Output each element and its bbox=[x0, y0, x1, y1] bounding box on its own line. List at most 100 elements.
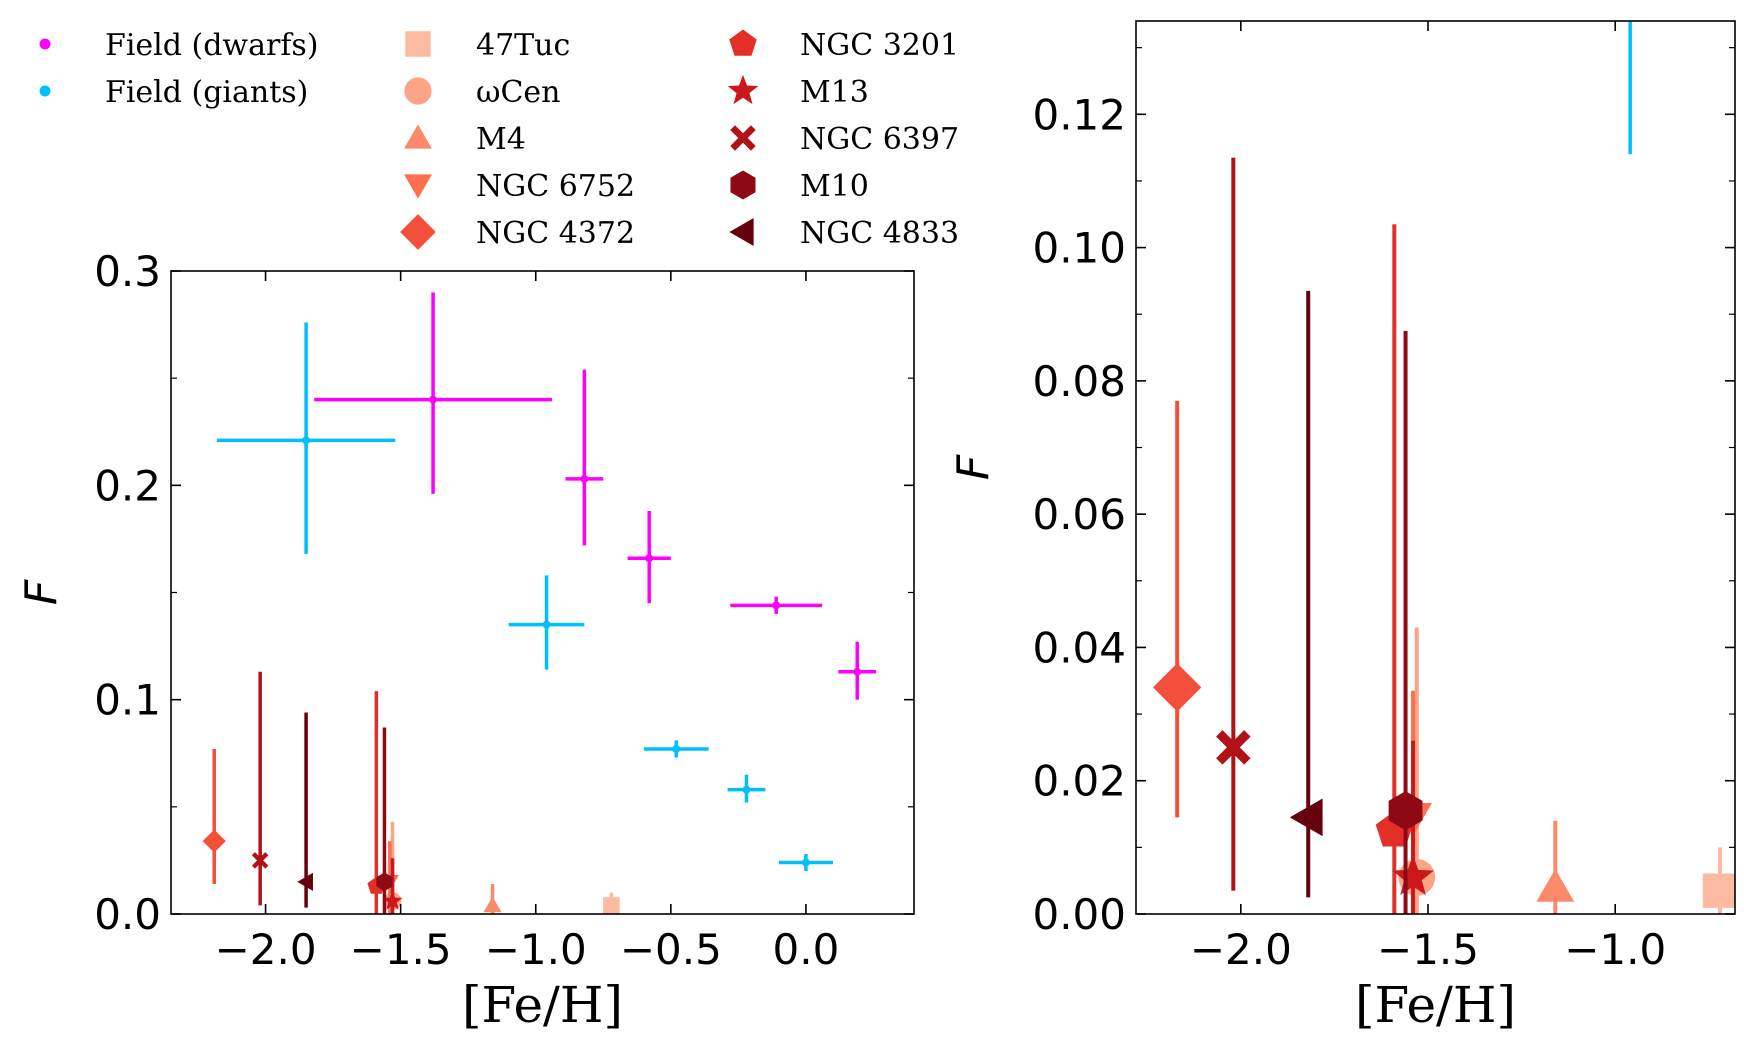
x-tick-label: −0.5 bbox=[620, 925, 722, 974]
field-giant-marker bbox=[302, 436, 311, 445]
y-tick-label: 0.06 bbox=[1032, 490, 1126, 539]
legend-marker-m4 bbox=[404, 124, 432, 149]
legend-item-47tuc: 47Tuc bbox=[405, 28, 570, 63]
cluster-47tuc bbox=[603, 892, 620, 914]
y-tick-label: 0.02 bbox=[1032, 757, 1126, 806]
right-y-axis-label: F bbox=[948, 454, 999, 480]
cluster-ngc-6397 bbox=[251, 671, 269, 906]
legend-item-field-dwarfs: Field (dwarfs) bbox=[39, 28, 319, 63]
field-giant-marker bbox=[1626, 10, 1634, 18]
legend-item-omega-cen: ωCen bbox=[404, 75, 561, 110]
legend-label: Field (dwarfs) bbox=[105, 28, 319, 63]
field-dwarf-point-4 bbox=[730, 596, 823, 614]
cluster-m10-marker bbox=[1388, 791, 1423, 831]
cluster-ngc-4833-marker bbox=[1289, 798, 1323, 837]
x-tick-label: −1.0 bbox=[1564, 925, 1666, 974]
field-giant-point-2 bbox=[508, 575, 585, 670]
field-giant-point-1 bbox=[1626, 10, 1634, 155]
field-dwarf-point-5 bbox=[838, 641, 877, 700]
cluster-ngc-6397-marker bbox=[251, 852, 269, 869]
legend-label: M10 bbox=[800, 169, 869, 204]
legend-marker-m10 bbox=[730, 170, 756, 200]
legend-item-m10: M10 bbox=[730, 169, 869, 204]
cluster-ngc-4372-marker bbox=[202, 829, 226, 853]
cluster-m10 bbox=[376, 727, 393, 914]
x-tick-label: −1.5 bbox=[350, 925, 452, 974]
field-giant-point-5 bbox=[778, 853, 833, 872]
x-tick-label: −1.5 bbox=[1377, 925, 1479, 974]
legend-marker-ngc-3201 bbox=[729, 29, 757, 56]
y-tick-label: 0.10 bbox=[1032, 224, 1126, 273]
cluster-ngc-4833 bbox=[297, 712, 313, 908]
field-giant-point-4 bbox=[727, 774, 766, 803]
right-plot-frame bbox=[1135, 20, 1736, 915]
legend-marker-47tuc bbox=[405, 31, 431, 57]
left-panel: −2.0 −1.5 −1.0 −0.5 0.0 0.0 0.1 0.2 0.3 [Fe/H] F bbox=[16, 247, 915, 1034]
field-giant-point-1 bbox=[216, 322, 396, 554]
y-tick-label: 0.08 bbox=[1032, 357, 1126, 406]
field-dwarf-marker bbox=[580, 474, 589, 483]
cluster-m13 bbox=[382, 858, 403, 914]
cluster-m10-marker bbox=[376, 872, 393, 892]
legend-item-ngc-6397: NGC 6397 bbox=[730, 122, 959, 157]
legend-marker-ngc-4372 bbox=[400, 214, 436, 250]
legend-item-m4: M4 bbox=[404, 122, 526, 157]
field-dwarf-point-3 bbox=[627, 511, 671, 604]
legend-label: NGC 6397 bbox=[800, 122, 959, 157]
legend-item-m13: M13 bbox=[727, 74, 869, 110]
y-tick-label: 0.00 bbox=[1032, 890, 1126, 939]
field-giant-marker bbox=[742, 785, 751, 794]
legend-marker-ngc-4833 bbox=[729, 218, 754, 246]
right-panel: −2.0 −1.5 −1.0 0.00 0.02 0.04 0.06 0.08 0.10 0.12… bbox=[948, 10, 1736, 1034]
legend-label: ωCen bbox=[476, 75, 561, 110]
legend-label: M13 bbox=[800, 75, 869, 110]
x-tick-label: 0.0 bbox=[773, 925, 840, 974]
field-dwarf-marker bbox=[853, 667, 862, 676]
legend-item-ngc-3201: NGC 3201 bbox=[729, 28, 959, 63]
field-giant-marker bbox=[672, 744, 681, 753]
y-tick-label: 0.04 bbox=[1032, 623, 1126, 672]
legend-marker-ngc-6397 bbox=[730, 125, 756, 151]
legend-item-ngc-4833: NGC 4833 bbox=[729, 216, 959, 251]
legend-label: NGC 3201 bbox=[800, 28, 959, 63]
legend-marker-field-giants bbox=[39, 85, 51, 97]
field-dwarf-marker bbox=[772, 601, 781, 610]
cluster-ngc-6397 bbox=[1216, 157, 1251, 891]
cluster-m13-marker bbox=[382, 890, 403, 910]
legend-marker-field-dwarfs bbox=[39, 38, 51, 50]
cluster-ngc-4372 bbox=[1153, 400, 1202, 818]
legend-item-ngc-4372: NGC 4372 bbox=[400, 214, 635, 251]
left-plot-frame bbox=[170, 270, 915, 915]
right-x-axis-label: [Fe/H] bbox=[1355, 976, 1516, 1034]
legend-label: NGC 6752 bbox=[476, 169, 635, 204]
legend-marker-omega-cen bbox=[404, 77, 432, 105]
x-tick-label: −2.0 bbox=[215, 925, 317, 974]
cluster-47tuc-marker bbox=[1702, 873, 1735, 908]
cluster-m13-marker bbox=[1392, 855, 1434, 896]
legend-item-ngc-6752: NGC 6752 bbox=[404, 169, 635, 204]
y-tick-label: 0.0 bbox=[94, 890, 161, 939]
field-giant-marker bbox=[801, 858, 810, 867]
cluster-m13 bbox=[1392, 740, 1434, 914]
field-dwarf-point-2 bbox=[565, 369, 604, 546]
left-x-axis-label: [Fe/H] bbox=[462, 976, 623, 1034]
legend-label: NGC 4833 bbox=[800, 216, 959, 251]
field-dwarf-point-1 bbox=[314, 292, 552, 494]
field-dwarf-marker bbox=[645, 554, 654, 563]
legend-item-field-giants: Field (giants) bbox=[39, 75, 308, 110]
cluster-m4 bbox=[483, 883, 502, 914]
cluster-ngc-4833-marker bbox=[297, 872, 313, 891]
y-tick-label: 0.1 bbox=[94, 676, 161, 725]
y-tick-label: 0.12 bbox=[1032, 90, 1126, 139]
legend-marker-m13 bbox=[727, 74, 759, 105]
field-dwarf-marker bbox=[429, 395, 438, 404]
y-tick-label: 0.3 bbox=[94, 247, 161, 296]
cluster-ngc-4833 bbox=[1289, 290, 1323, 898]
cluster-ngc-6397-marker bbox=[1216, 730, 1251, 765]
field-giant-marker bbox=[542, 620, 551, 629]
legend-marker-ngc-6752 bbox=[404, 174, 432, 199]
cluster-ngc-4372 bbox=[202, 748, 226, 884]
cluster-m4-marker bbox=[1536, 868, 1575, 902]
cluster-47tuc-marker bbox=[603, 897, 620, 914]
